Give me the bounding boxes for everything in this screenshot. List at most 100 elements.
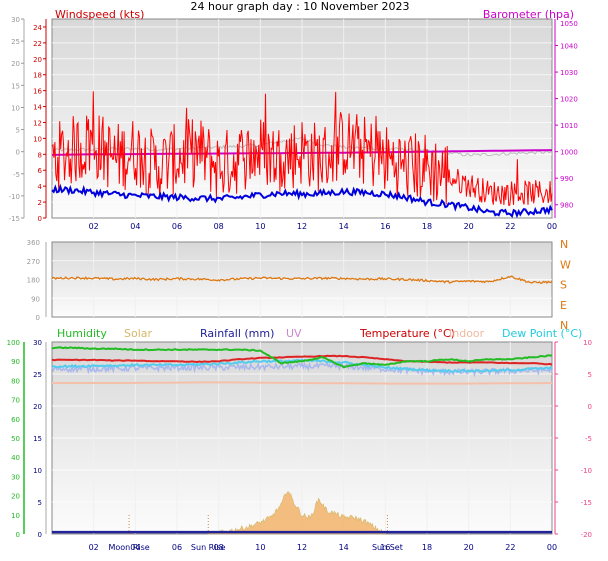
y-tick-label: 15 <box>33 435 42 443</box>
y-tick-label: 60 <box>11 416 20 424</box>
legend-entry: Temperature (°C) <box>359 327 455 340</box>
x-tick-label: 14 <box>339 222 349 231</box>
y-tick-label: 25 <box>33 371 42 379</box>
y-tick-label: 10 <box>33 467 42 475</box>
y-tick-label: 18 <box>33 72 42 80</box>
x-tick-label: 10 <box>255 543 265 552</box>
y-tick-label: 70 <box>11 397 20 405</box>
y-tick-label: -5 <box>585 435 592 443</box>
y-tick-label: 1030 <box>560 69 578 77</box>
compass-label: W <box>560 258 571 271</box>
x-tick-label: 02 <box>89 222 99 231</box>
y-tick-label: 20 <box>11 60 20 68</box>
y-tick-label: 6 <box>38 167 43 175</box>
y-tick-label: 5 <box>38 499 42 507</box>
y-tick-label: -5 <box>13 171 20 179</box>
y-tick-label: 80 <box>11 377 20 385</box>
y-tick-label: 1010 <box>560 122 578 130</box>
wind-x-ticks: 02 04 06 08 10 12 14 16 18 20 22 00 <box>89 222 558 231</box>
y-tick-label: 5 <box>588 371 592 379</box>
legend-entry: Humidity <box>57 327 107 340</box>
wind-series <box>51 91 553 219</box>
x-tick-label: 16 <box>380 222 390 231</box>
legend-entry: Rainfall (mm) <box>200 327 274 340</box>
x-tick-label: 18 <box>422 222 432 231</box>
y-tick-label: 0 <box>38 531 42 539</box>
marker-label: Sun Set <box>372 543 403 552</box>
rainfall-ticks: 0 5 10 15 20 25 30 <box>33 339 42 539</box>
temperature-ticks: -20 -15 -10 -5 0 5 10 <box>555 339 592 539</box>
x-tick-label: 14 <box>339 543 349 552</box>
x-tick-label: 20 <box>464 222 474 231</box>
legend-entry: UV <box>286 327 302 340</box>
x-tick-label: 18 <box>422 543 432 552</box>
y-tick-label: -10 <box>9 193 20 201</box>
y-tick-label: 180 <box>27 277 40 285</box>
compass-label: N <box>560 319 568 332</box>
x-tick-label: 20 <box>464 543 474 552</box>
y-tick-label: 1000 <box>560 149 578 157</box>
chart-title: 24 hour graph day : 10 November 2023 <box>190 0 409 13</box>
y-tick-label: 4 <box>38 183 43 191</box>
x-tick-label: 06 <box>172 543 182 552</box>
wind-direction-line <box>51 275 553 285</box>
x-tick-label: 16 <box>380 543 390 552</box>
barometer-top-tick: 1050 <box>560 20 578 28</box>
y-tick-label: 10 <box>583 339 592 347</box>
x-tick-label: 00 <box>547 543 557 552</box>
y-tick-label: 25 <box>11 38 20 46</box>
y-tick-label: 360 <box>27 239 40 247</box>
x-tick-label: 04 <box>130 222 140 231</box>
weather-legend: Humidity Solar Rainfall (mm) UV Temperature … <box>57 327 582 340</box>
y-tick-label: 20 <box>11 493 20 501</box>
y-tick-label: 0 <box>16 531 20 539</box>
y-tick-label: 90 <box>31 295 40 303</box>
barometer-label: Barometer (hpa) <box>483 8 574 21</box>
y-tick-label: 990 <box>560 175 573 183</box>
y-tick-label: 90 <box>11 358 20 366</box>
y-tick-label: 980 <box>560 202 573 210</box>
y-tick-label: 100 <box>7 339 20 347</box>
y-tick-label: 15 <box>11 82 20 90</box>
weather-series <box>51 346 553 535</box>
y-tick-label: 16 <box>33 88 42 96</box>
y-tick-label: 5 <box>16 127 20 135</box>
y-tick-label: 22 <box>33 40 42 48</box>
y-tick-label: 1020 <box>560 96 578 104</box>
y-tick-label: 0 <box>38 215 42 223</box>
y-tick-label: 1040 <box>560 43 578 51</box>
y-tick-label: 14 <box>33 104 42 112</box>
secondary-blue-line <box>51 361 553 378</box>
y-tick-label: 10 <box>33 135 42 143</box>
legend-entry: Dew Point (°C) <box>502 327 582 340</box>
temperature-line <box>51 354 553 366</box>
sun-moon-markers: Moon Rise Sun Rise Sun Set <box>108 515 403 552</box>
weather-panel: Humidity Solar Rainfall (mm) UV Temperature … <box>7 327 592 552</box>
y-tick-label: -20 <box>581 531 592 539</box>
x-tick-label: 08 <box>214 222 224 231</box>
weather-x-ticks: 02 04 06 08 10 12 14 16 18 20 22 00 <box>89 543 558 552</box>
x-tick-label: 22 <box>505 222 515 231</box>
x-tick-label: 02 <box>89 543 99 552</box>
x-tick-label: 00 <box>547 222 557 231</box>
y-tick-label: 2 <box>38 199 42 207</box>
marker-label: Moon Rise <box>108 543 149 552</box>
direction-series <box>51 275 553 285</box>
barometer-ticks: 980 990 1000 1010 1020 1030 1040 <box>555 43 578 210</box>
humidity-ticks: 0 10 20 30 40 50 60 70 80 90 100 <box>7 339 20 539</box>
x-tick-label: 22 <box>505 543 515 552</box>
y-tick-label: 0 <box>36 314 40 322</box>
compass-label: E <box>560 299 567 312</box>
average-windspeed-line <box>51 183 553 219</box>
solar-area <box>208 491 386 535</box>
y-tick-label: 40 <box>11 454 20 462</box>
y-tick-label: 0 <box>588 403 592 411</box>
compass-label: N <box>560 238 568 251</box>
legend-entry: Indoor <box>449 327 485 340</box>
wind-panel: Windspeed (kts) Barometer (hpa) 1050 -15… <box>9 8 578 231</box>
y-tick-label: 8 <box>38 151 42 159</box>
y-tick-label: 20 <box>33 56 42 64</box>
gust-line <box>51 91 553 206</box>
